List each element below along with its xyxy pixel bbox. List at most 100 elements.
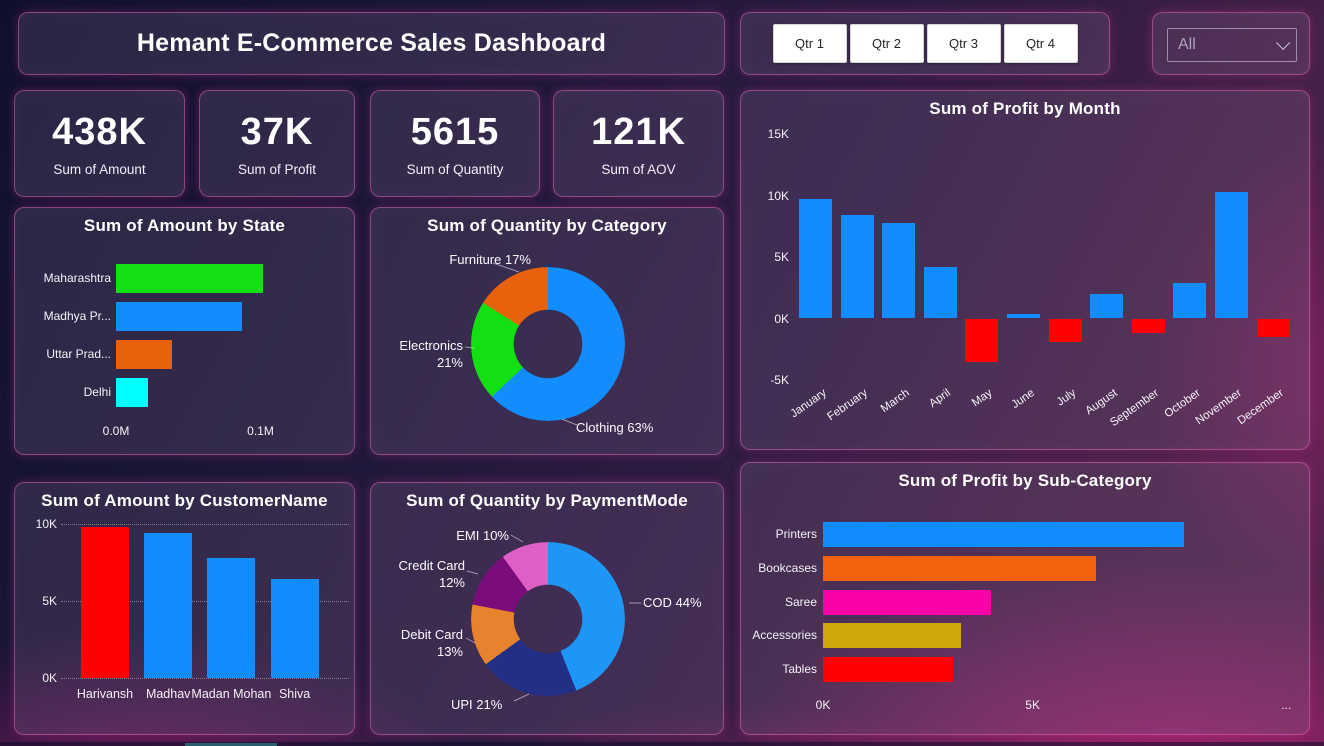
amount-by-state-plot: Maharashtra Madhya Pr... Uttar Prad... Delh… [15, 208, 354, 454]
page-title: Hemant E-Commerce Sales Dashboard [136, 29, 607, 57]
bar-printers[interactable] [823, 522, 1184, 547]
kpi-label: Sum of Profit [237, 161, 317, 177]
chart-card-quantity-by-paymentmode: Sum of Quantity by PaymentMode COD 44% UP… [370, 482, 724, 735]
slice-label-emi: EMI 10% [456, 528, 509, 543]
bar-accessories[interactable] [823, 623, 962, 649]
x-axis-tick: 0K [815, 698, 831, 712]
category-label-tables: Tables [782, 662, 817, 677]
bar-april[interactable] [923, 266, 957, 319]
bar-january[interactable] [799, 199, 832, 319]
category-label-april: April [927, 387, 954, 411]
bar-june[interactable] [1007, 313, 1040, 319]
qtr-4-button[interactable]: Qtr 4 [1003, 24, 1078, 63]
category-label-madhya-pr: Madhya Pr... [43, 309, 111, 323]
y-gridline [61, 601, 349, 602]
kpi-label: Sum of AOV [601, 161, 676, 177]
dropdown-selected-value: All [1178, 36, 1196, 53]
kpi-label: Sum of Quantity [406, 161, 504, 177]
category-label-madan-mohan: Madan Mohan [191, 687, 272, 701]
category-label-december: December [1235, 387, 1286, 428]
bar-delhi[interactable] [116, 378, 148, 407]
bar-may[interactable] [965, 318, 999, 362]
chart-title: Sum of Profit by Month [929, 99, 1121, 118]
category-label-madhav: Madhav [145, 687, 191, 701]
y-gridline [61, 678, 349, 679]
donut-sum-of-quantity-by-category[interactable] [471, 267, 625, 421]
category-label-saree: Saree [784, 594, 817, 609]
bar-october[interactable] [1173, 282, 1207, 319]
bar-november[interactable] [1215, 191, 1248, 319]
kpi-value: 5615 [410, 110, 500, 153]
category-label-november: November [1194, 387, 1245, 428]
bar-shiva[interactable] [270, 579, 319, 678]
bar-july[interactable] [1048, 318, 1082, 342]
chart-card-profit-by-month: Sum of Profit by Month 15K 10K 5K 0K -5K Janu… [740, 90, 1310, 450]
kpi-card-sum-of-aov: 121K Sum of AOV [553, 90, 724, 197]
amount-by-customername-plot: 10K 5K 0K Harivansh Madhav Madan Mohan Shiva [15, 483, 354, 734]
kpi-card-sum-of-amount: 438K Sum of Amount [14, 90, 185, 197]
category-label-maharashtra: Maharashtra [43, 271, 111, 285]
y-axis-tick: 5K [774, 250, 789, 264]
category-label-july: July [1054, 387, 1078, 409]
kpi-card-sum-of-profit: 37K Sum of Profit [199, 90, 355, 197]
qtr-1-button[interactable]: Qtr 1 [772, 24, 847, 63]
bar-tables[interactable] [823, 657, 953, 683]
y-axis-tick: 15K [767, 127, 789, 141]
category-label-delhi: Delhi [83, 385, 111, 399]
kpi-value: 37K [240, 110, 314, 153]
category-label-uttar-prad: Uttar Prad... [46, 347, 111, 361]
category-label-shiva: Shiva [278, 687, 311, 701]
chart-title: Sum of Quantity by Category [427, 216, 667, 235]
y-gridline [61, 524, 349, 525]
category-label-august: August [1083, 387, 1120, 418]
y-axis-tick: 10K [35, 517, 57, 531]
slice-label-cod: COD 44% [643, 595, 702, 610]
y-axis-tick: 10K [767, 188, 789, 203]
kpi-label: Sum of Amount [53, 161, 146, 177]
qtr-3-button[interactable]: Qtr 3 [926, 24, 1001, 63]
category-label-bookcases: Bookcases [758, 560, 817, 575]
bar-madan-mohan[interactable] [207, 557, 256, 678]
bar-bookcases[interactable] [823, 555, 1096, 581]
bar-uttar-prad[interactable] [116, 340, 173, 369]
slice-label-upi: UPI 21% [451, 697, 503, 712]
bar-madhya-pr[interactable] [116, 302, 242, 331]
profit-by-subcategory-plot: Printers Bookcases Saree Accessories Tables 0… [741, 463, 1309, 734]
chart-title: Sum of Amount by State [83, 216, 286, 235]
bar-december[interactable] [1256, 318, 1290, 337]
chart-card-amount-by-customername: Sum of Amount by CustomerName 10K 5K 0K Har… [14, 482, 355, 735]
x-axis-tick: ... [1281, 698, 1292, 712]
profit-by-month-plot: 15K 10K 5K 0K -5K January February March April Ma… [741, 91, 1309, 449]
slice-label-electronics: Electronics 21% [399, 338, 463, 370]
category-label-printers: Printers [775, 527, 817, 541]
slice-label-credit-card: Credit Card 12% [398, 558, 465, 590]
y-axis-tick: 0K [774, 311, 789, 326]
category-label-may: May [970, 387, 995, 410]
dashboard-title-card: Hemant E-Commerce Sales Dashboard [18, 12, 725, 75]
category-label-accessories: Accessories [752, 628, 817, 643]
donut-sum-of-quantity-by-paymentmode[interactable] [471, 542, 625, 696]
chevron-down-icon [1276, 35, 1291, 50]
bar-march[interactable] [882, 222, 916, 319]
bar-august[interactable] [1090, 293, 1124, 319]
slice-label-clothing: Clothing 63% [576, 420, 654, 435]
category-label-february: February [825, 387, 870, 424]
category-label-june: June [1009, 387, 1037, 412]
bar-madhav[interactable] [144, 533, 193, 678]
quantity-by-paymentmode-plot: COD 44% UPI 21% Debit Card 13% Credit Card … [371, 483, 723, 734]
chart-title: Sum of Amount by CustomerName [41, 491, 328, 510]
kpi-card-sum-of-quantity: 5615 Sum of Quantity [370, 90, 540, 197]
bar-harivansh[interactable] [81, 527, 129, 678]
dropdown-slicer-card: All [1152, 12, 1310, 75]
bar-february[interactable] [840, 215, 874, 319]
qtr-2-button[interactable]: Qtr 2 [849, 24, 924, 63]
bottom-edge-accent [185, 743, 277, 746]
bar-maharashtra[interactable] [116, 264, 264, 293]
category-label-january: January [787, 387, 829, 421]
kpi-value: 438K [52, 110, 147, 153]
bar-saree[interactable] [823, 589, 991, 615]
all-dropdown[interactable]: All [1167, 28, 1297, 62]
bar-september[interactable] [1131, 318, 1165, 334]
chart-card-quantity-by-category: Sum of Quantity by Category Clothing 63%… [370, 207, 724, 455]
